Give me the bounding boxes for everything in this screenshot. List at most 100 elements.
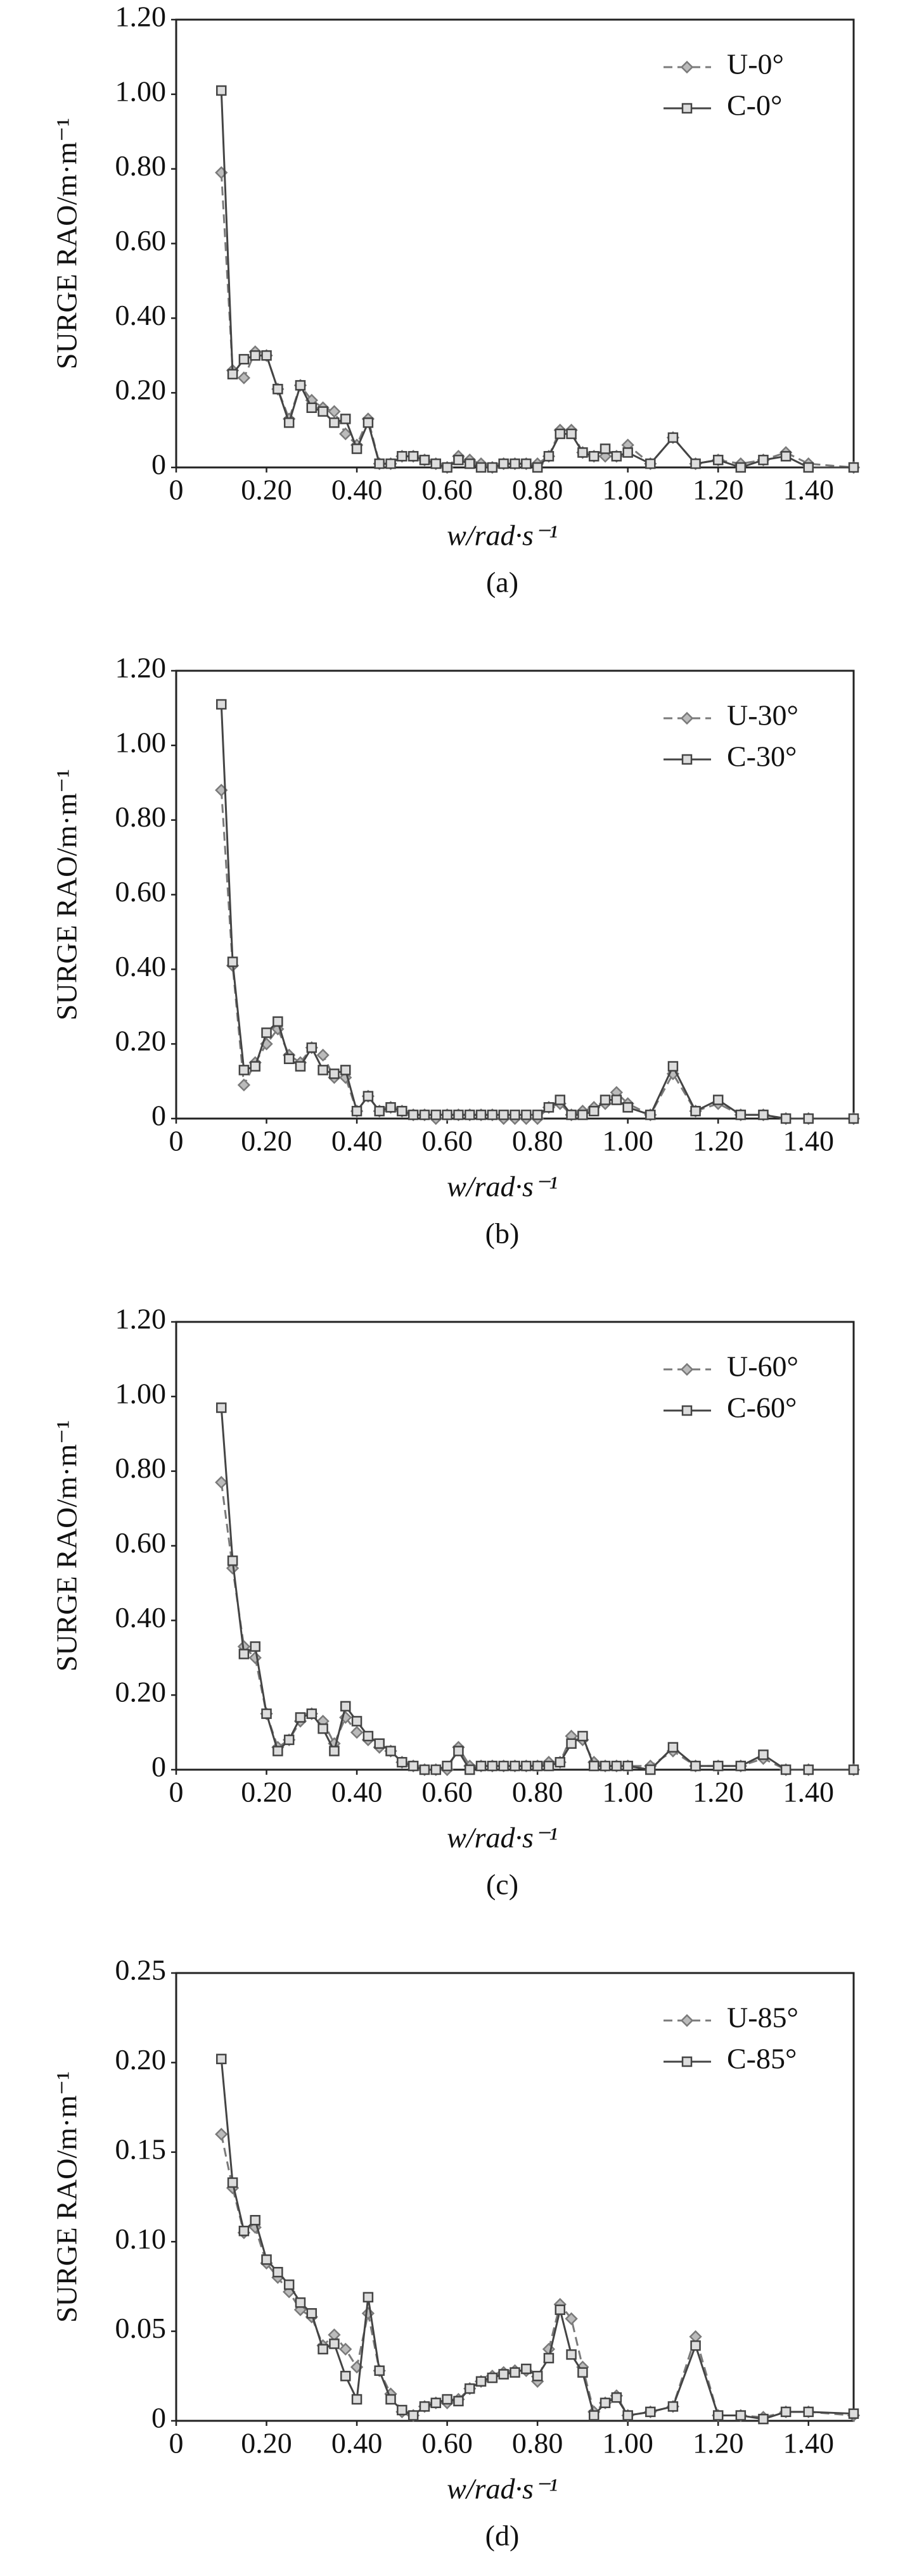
x-tick-label: 0.80 [512,1125,563,1157]
series-line [220,790,854,1120]
marker [667,1742,679,1753]
marker [735,462,747,473]
marker [565,2312,578,2325]
y-tick-label: 0.60 [115,875,167,908]
marker [758,2413,769,2425]
y-tick-label: 0.80 [115,149,167,182]
marker [521,458,532,469]
marker [475,1760,487,1772]
marker [250,1641,260,1652]
marker [712,1760,724,1772]
marker [600,1760,611,1772]
marker [250,350,260,361]
marker [306,1708,318,1719]
marker [227,2177,238,2188]
series-line [220,1407,854,1771]
marker [611,1094,622,1105]
marker [611,451,622,462]
marker [316,1048,330,1062]
marker [397,451,407,462]
marker [430,458,442,469]
marker [306,2308,318,2319]
y-tick-label: 0.40 [115,950,167,982]
marker [689,2330,702,2344]
x-axis-label: w/rad·s⁻¹ [447,1822,558,1854]
marker [803,1764,814,1775]
y-tick-label: 1.00 [115,1377,167,1409]
marker [419,454,430,466]
marker [532,1109,543,1120]
marker [566,1109,577,1120]
marker [498,458,509,469]
plot-frame [175,1972,855,2422]
legend-label: U-60° [727,1350,799,1383]
marker [215,2128,228,2141]
y-tick-label: 0 [151,2402,166,2434]
marker [521,1760,532,1772]
marker [577,1109,588,1120]
marker [848,2408,859,2419]
y-axis-label: SURGE RAO/m·m⁻¹ [51,769,83,1020]
y-tick-label: 1.20 [115,652,167,684]
marker [667,432,679,443]
marker [273,1746,283,1756]
marker [216,699,227,710]
marker [690,1760,701,1772]
legend-marker [680,711,694,725]
marker [588,1105,600,1117]
caption: (a) [486,566,518,599]
marker [453,1109,464,1120]
marker [407,1109,419,1120]
marker [385,2394,396,2405]
marker [532,462,543,473]
x-tick-label: 1.20 [693,2427,744,2459]
marker [600,1094,611,1105]
x-tick-label: 0.80 [512,474,563,506]
marker [216,1402,227,1413]
x-tick-label: 1.00 [602,474,653,506]
marker [510,2367,520,2378]
marker [407,1760,419,1772]
marker [780,1764,792,1775]
marker [216,2053,227,2064]
marker [261,350,272,361]
y-tick-label: 0.40 [115,299,167,331]
x-tick-label: 0.80 [512,1776,563,1808]
marker [645,1764,656,1775]
x-axis-label: w/rad·s⁻¹ [447,1171,558,1203]
marker [758,1109,769,1120]
marker [318,406,328,417]
marker [588,2410,600,2421]
marker [510,458,520,469]
marker [521,2363,532,2375]
marker [645,458,656,469]
x-axis-label: w/rad·s⁻¹ [447,2473,558,2505]
marker [385,1102,396,1113]
series-line [220,172,854,469]
marker [453,454,464,466]
marker [329,2338,340,2349]
marker [293,2303,307,2316]
marker [283,417,295,428]
marker [464,458,475,469]
marker [543,2352,555,2364]
marker [385,1746,396,1756]
marker [283,1053,295,1064]
y-tick-label: 0.40 [115,1601,167,1634]
x-tick-label: 1.20 [693,1125,744,1157]
marker [238,353,250,365]
x-tick-label: 0 [169,1776,184,1808]
marker [273,384,283,395]
marker [430,1109,442,1120]
y-axis-label: SURGE RAO/m·m⁻¹ [51,1420,83,1672]
marker [295,380,306,391]
marker [216,85,227,96]
marker [227,956,238,967]
x-tick-label: 0.20 [241,1776,292,1808]
x-tick-label: 0.20 [241,474,292,506]
marker [362,417,374,428]
series-line [220,2059,854,2420]
marker [238,2225,250,2237]
marker [735,2410,747,2421]
legend-marker [680,2014,694,2027]
